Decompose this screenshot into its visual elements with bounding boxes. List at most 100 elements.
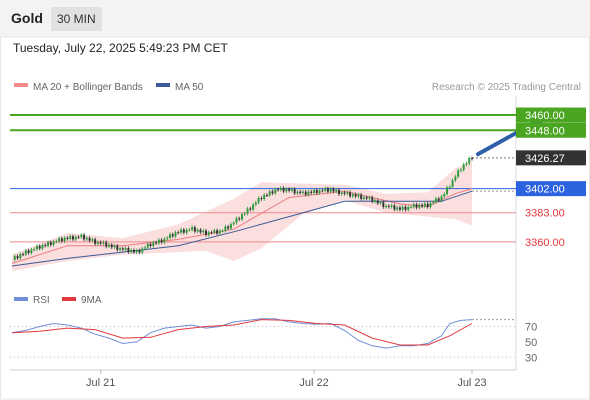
candle-body [155,242,158,244]
candle-body [274,189,277,194]
candle [166,236,169,241]
candle [324,186,327,193]
candle-body [113,245,116,248]
candle-body [152,242,155,246]
candle [337,188,340,196]
candle [83,233,86,242]
candle-body [185,229,188,233]
candle-body [55,241,58,243]
candle-body [80,234,83,238]
candle-body [132,250,135,253]
candle [268,189,271,198]
candle [349,190,352,199]
price-label-3448-00: 3448.00 [525,125,565,137]
candle-body [160,239,163,243]
candle [423,201,426,209]
timeframe-button[interactable]: 30 MIN [51,7,102,31]
candle-body [168,234,171,238]
candle-body [149,243,152,246]
candle-body [63,237,66,242]
candle-body [426,203,429,208]
candle-body [180,229,183,233]
candle [221,228,224,233]
candle [132,248,135,255]
candle-body [440,196,443,201]
candle [213,228,216,235]
candle-body [35,245,38,250]
candle [66,236,69,241]
candle [204,228,207,237]
candle [351,192,354,199]
candle [113,243,116,250]
candle [180,227,183,235]
candle-body [260,198,263,200]
candle-body [429,203,432,208]
candle-body [326,188,329,192]
candle [390,203,393,209]
candle [235,216,238,225]
candle-body [329,188,332,192]
candle-body [310,191,313,193]
candle [301,189,304,195]
ma9-legend-label: 9MA [81,295,102,306]
candle-body [141,248,144,253]
price-label-3360-00: 3360.00 [525,237,565,249]
candle-body [299,191,302,193]
candle [343,190,346,196]
candle [290,187,293,193]
candle [127,246,130,254]
time-tick-label: Jul 21 [86,377,115,389]
candle [429,201,432,209]
price-label-3383-00: 3383.00 [525,208,565,220]
candle [107,242,110,249]
candle [144,245,147,251]
candle-body [182,229,185,233]
candle-body [349,192,352,197]
candle [274,187,277,196]
candle [91,237,94,243]
candle [130,248,133,254]
price-tag-blue [516,181,586,197]
candle [376,198,379,206]
candle-body [421,204,424,207]
candle-body [307,191,310,195]
candle-body [16,256,19,259]
candle [440,194,443,203]
candle-body [252,204,255,210]
candle-body [434,198,437,203]
candle-body [91,239,94,241]
candle-body [49,242,52,245]
candle [13,254,16,262]
candle [182,227,185,235]
candle-body [293,189,296,194]
candle-body [58,238,61,242]
candle [288,187,291,193]
candle [296,189,299,196]
candle [163,237,166,245]
candle-body [130,250,133,253]
candle-body [362,197,365,199]
candle-body [144,247,147,249]
candle [426,201,429,209]
candle-body [279,187,282,190]
top-bar: Gold 30 MIN [0,0,590,37]
rsi-tick-label: 50 [525,337,537,349]
candle [202,228,205,235]
ma9-legend-swatch [62,297,76,301]
ma50-legend-label: MA 50 [175,82,204,93]
candle-body [77,236,80,238]
candle [412,202,415,209]
candle-body [96,242,99,244]
candle [94,237,97,246]
candle-body [407,206,410,210]
candle-body [376,200,379,204]
ma20-legend-label: MA 20 + Bollinger Bands [33,82,143,93]
candle [41,243,44,251]
candle-body [24,250,27,255]
candle [360,192,363,201]
candle [365,195,368,201]
candle-body [263,194,266,200]
candle-body [365,197,368,199]
candle-body [191,227,194,230]
candle-body [204,230,207,235]
